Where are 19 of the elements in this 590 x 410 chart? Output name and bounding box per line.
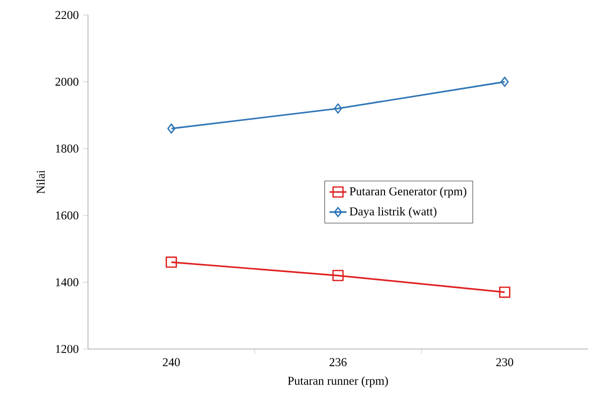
x-tick-label: 240	[162, 358, 180, 366]
x-tick-label: 230	[496, 358, 514, 366]
y-tick-label: 1800	[56, 144, 78, 153]
y-tick-label: 2000	[55, 78, 78, 86]
y-tick-label: 1400	[56, 278, 78, 286]
point	[166, 256, 177, 268]
point	[167, 123, 176, 134]
point	[334, 103, 342, 114]
y-axis-title: Nilai	[36, 170, 45, 194]
y-tick-label: 1200	[56, 344, 78, 354]
x-tick-label: 236	[330, 358, 347, 366]
legend-label: Daya listrik (watt)	[350, 207, 436, 218]
point	[332, 270, 344, 282]
point	[499, 286, 510, 298]
y-tick-label: 2200	[55, 10, 78, 20]
y-tick-label: 1600	[56, 211, 78, 220]
legend-label: Putaran Generator (rpm)	[350, 186, 466, 198]
x-axis-title: Putaran runner (rpm)	[288, 376, 388, 388]
point	[500, 76, 509, 87]
